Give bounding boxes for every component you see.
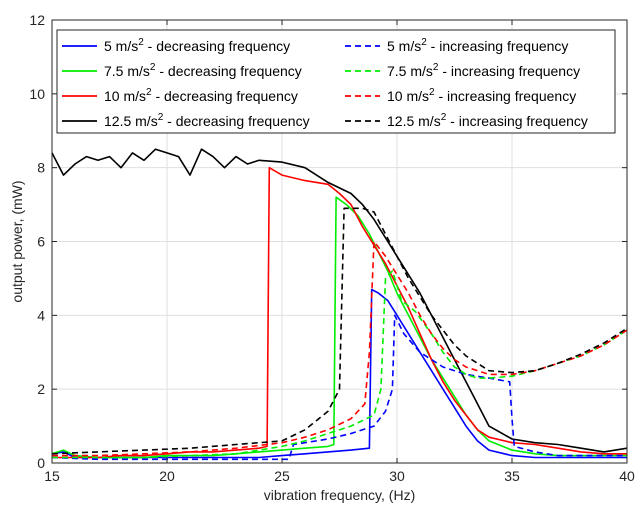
x-tick-label: 30 xyxy=(389,468,405,484)
series-line-5 xyxy=(51,314,627,461)
y-tick-label: 12 xyxy=(29,12,45,28)
x-tick-label: 40 xyxy=(619,468,635,484)
x-tick-label: 15 xyxy=(44,468,60,484)
legend-label: 10 m/s2 - increasing frequency xyxy=(387,87,576,104)
legend: 5 m/s2 - decreasing frequency 7.5 m/s2 - … xyxy=(56,29,616,134)
legend-label: 7.5 m/s2 - decreasing frequency xyxy=(104,62,302,79)
tick-labels: 15 20 25 30 35 40 0 2 4 6 8 10 12 xyxy=(29,12,635,484)
y-axis-label: output power, (mW) xyxy=(9,180,25,302)
y-tick-label: 6 xyxy=(37,234,45,250)
legend-label: 5 m/s2 - decreasing frequency xyxy=(104,37,290,54)
y-tick-label: 2 xyxy=(37,381,45,397)
series-layer xyxy=(51,148,628,461)
x-axis-label: vibration frequency, (Hz) xyxy=(264,487,415,503)
legend-label: 12.5 m/s2 - decreasing frequency xyxy=(104,112,310,129)
y-tick-label: 0 xyxy=(37,455,45,471)
x-tick-label: 20 xyxy=(159,468,175,484)
series-line-8 xyxy=(51,207,628,455)
x-tick-label: 25 xyxy=(274,468,290,484)
series-line-1 xyxy=(51,288,627,459)
y-tick-label: 10 xyxy=(29,86,45,102)
y-tick-label: 4 xyxy=(37,307,45,323)
series-line-2 xyxy=(51,196,627,459)
x-tick-label: 35 xyxy=(504,468,520,484)
series-line-4 xyxy=(51,148,628,453)
legend-label: 10 m/s2 - decreasing frequency xyxy=(104,87,298,104)
series-line-3 xyxy=(52,166,627,459)
y-tick-label: 8 xyxy=(37,160,45,176)
legend-label: 12.5 m/s2 - increasing frequency xyxy=(387,112,588,129)
legend-label: 7.5 m/s2 - increasing frequency xyxy=(387,62,580,79)
legend-label: 5 m/s2 - increasing frequency xyxy=(387,37,568,54)
series-line-7 xyxy=(52,240,628,457)
legend-box xyxy=(56,29,616,134)
